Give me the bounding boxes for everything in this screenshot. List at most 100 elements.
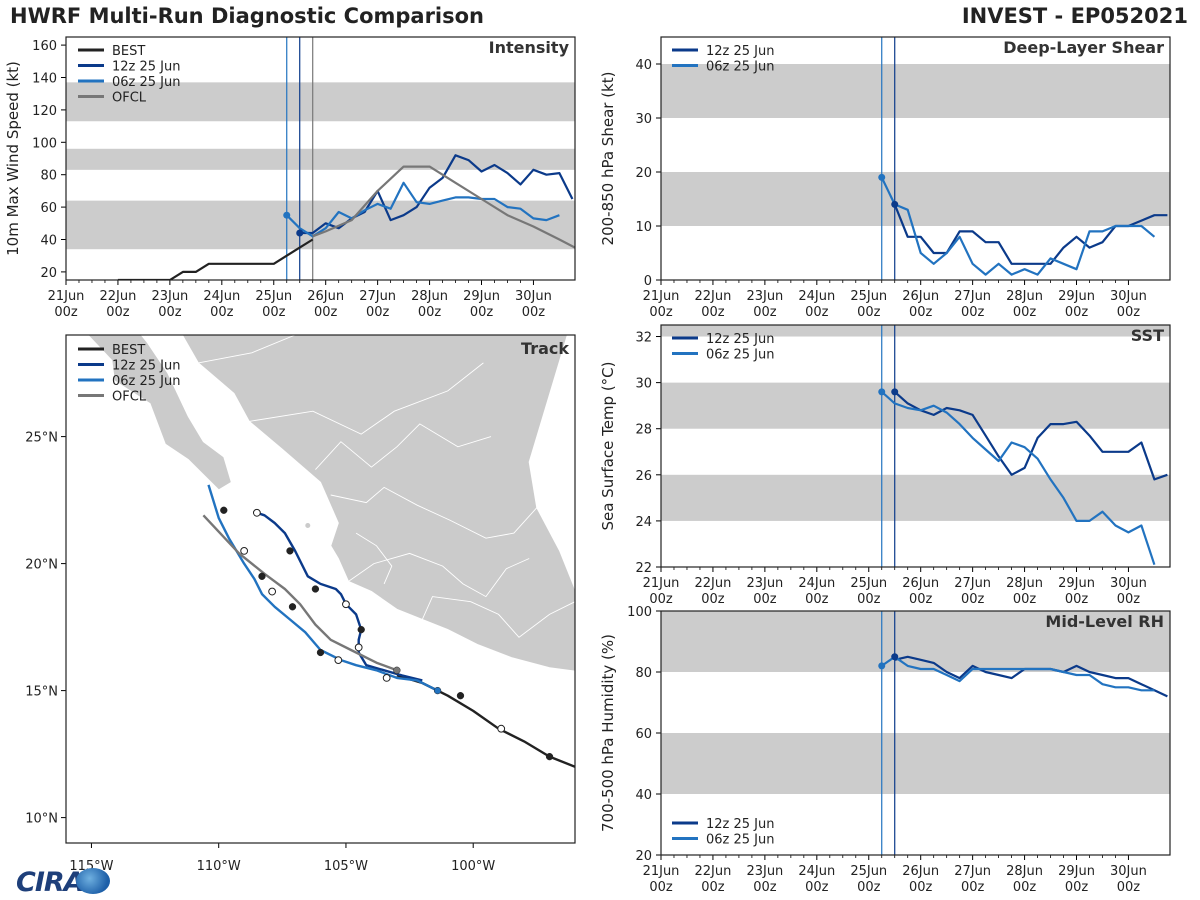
- intensity-x-tick-label-day: 22Jun: [100, 289, 137, 304]
- track-run12z: [256, 511, 423, 682]
- shear-x-tick-label-hour: 00z: [649, 305, 673, 320]
- sst-start-point: [891, 388, 899, 396]
- intensity-x-tick-label-hour: 00z: [470, 305, 494, 320]
- shear-x-tick-label-hour: 00z: [961, 305, 985, 320]
- rh-start-point: [878, 662, 886, 670]
- sst-x-tick-label-day: 24Jun: [798, 576, 835, 591]
- shear-x-tick-label-hour: 00z: [1117, 305, 1141, 320]
- sst-start-point: [878, 388, 886, 396]
- sst-x-tick-label-hour: 00z: [857, 592, 881, 607]
- shear-x-tick-label-day: 25Jun: [850, 289, 887, 304]
- track-position-marker: [220, 506, 228, 514]
- shear-x-tick-label-day: 27Jun: [954, 289, 991, 304]
- sst-panel: 21Jun00z22Jun00z23Jun00z24Jun00z25Jun00z…: [599, 324, 1171, 607]
- track-x-tick-label: 110°W: [197, 859, 241, 874]
- rh-band: [661, 611, 1170, 672]
- track-y-tick-label: 10°N: [25, 812, 58, 827]
- shear-panel: 21Jun00z22Jun00z23Jun00z24Jun00z25Jun00z…: [599, 36, 1171, 320]
- intensity-y-axis-label: 10m Max Wind Speed (kt): [4, 61, 22, 256]
- intensity-band: [66, 148, 575, 170]
- track-position-marker: [334, 656, 343, 665]
- track-legend-label: BEST: [112, 343, 145, 358]
- track-y-tick-label: 20°N: [25, 558, 58, 573]
- rh-y-tick-label: 40: [635, 788, 652, 803]
- track-y-tick-label: 25°N: [25, 431, 58, 446]
- intensity-x-tick-label-day: 27Jun: [359, 289, 396, 304]
- rh-panel: 21Jun00z22Jun00z23Jun00z24Jun00z25Jun00z…: [599, 605, 1171, 895]
- intensity-series-best: [117, 238, 314, 280]
- shear-x-tick-label-hour: 00z: [701, 305, 725, 320]
- rh-series-run06z: [881, 655, 1155, 692]
- track-position-marker: [545, 752, 554, 761]
- shear-band: [661, 64, 1170, 118]
- shear-x-tick-label-day: 30Jun: [1110, 289, 1147, 304]
- sst-x-tick-label-hour: 00z: [753, 592, 777, 607]
- intensity-series-run06z: [285, 181, 560, 238]
- sst-y-tick-label: 28: [635, 423, 652, 438]
- intensity-panel-title: Intensity: [489, 38, 570, 57]
- intensity-y-tick-label: 80: [40, 169, 57, 184]
- shear-panel-title: Deep-Layer Shear: [1003, 38, 1164, 57]
- sst-x-tick-label-hour: 00z: [1117, 592, 1141, 607]
- track-panel: 115°W 110°W 105°W 100°W10°N15°N20°N25°NTrac…: [25, 334, 576, 874]
- rh-band: [661, 733, 1170, 794]
- state-boundary: [249, 362, 484, 435]
- track-ofcl: [202, 514, 398, 672]
- track-legend-label: 06z 25 Jun: [112, 374, 181, 389]
- shear-y-tick-label: 10: [635, 220, 652, 235]
- shear-x-tick-label-day: 23Jun: [746, 289, 783, 304]
- track-frame: [65, 334, 576, 844]
- cira-logo: CIRA: [6, 866, 116, 898]
- cira-logo-text: CIRA: [16, 867, 85, 898]
- shear-legend-label: 12z 25 Jun: [706, 44, 775, 59]
- rh-x-tick-label-hour: 00z: [1013, 880, 1037, 895]
- intensity-x-tick-label-day: 26Jun: [307, 289, 344, 304]
- sst-x-tick-label-day: 23Jun: [746, 576, 783, 591]
- track-position-marker: [240, 547, 249, 555]
- sst-y-tick-label: 24: [635, 515, 652, 530]
- sst-y-axis-label: Sea Surface Temp (°C): [599, 361, 617, 530]
- rh-x-tick-label-hour: 00z: [857, 880, 881, 895]
- mainland-landmass: [181, 335, 575, 672]
- intensity-x-tick-label-hour: 00z: [366, 305, 390, 320]
- intensity-x-tick-label-hour: 00z: [262, 305, 286, 320]
- island: [305, 523, 311, 528]
- rh-x-tick-label-day: 22Jun: [695, 864, 732, 879]
- intensity-legend-label: 06z 25 Jun: [112, 75, 181, 90]
- intensity-legend-label: BEST: [112, 44, 145, 59]
- rh-x-tick-label-hour: 00z: [753, 880, 777, 895]
- shear-x-tick-label-day: 26Jun: [902, 289, 939, 304]
- shear-y-tick-label: 20: [635, 166, 652, 181]
- intensity-x-tick-label-day: 28Jun: [411, 289, 448, 304]
- sst-legend-label: 12z 25 Jun: [706, 332, 775, 347]
- sst-x-tick-label-day: 26Jun: [902, 576, 939, 591]
- rh-x-tick-label-hour: 00z: [961, 880, 985, 895]
- rh-x-tick-label-hour: 00z: [1065, 880, 1089, 895]
- track-legend-label: 12z 25 Jun: [112, 359, 181, 374]
- rh-x-tick-label-day: 26Jun: [902, 864, 939, 879]
- intensity-x-tick-label-hour: 00z: [522, 305, 546, 320]
- shear-y-tick-label: 30: [635, 112, 652, 127]
- sst-x-tick-label-hour: 00z: [961, 592, 985, 607]
- intensity-y-tick-label: 160: [32, 39, 57, 54]
- intensity-y-tick-label: 40: [40, 234, 57, 249]
- sst-x-tick-label-hour: 00z: [805, 592, 829, 607]
- sst-x-tick-label-day: 21Jun: [643, 576, 680, 591]
- rh-x-tick-label-hour: 00z: [805, 880, 829, 895]
- intensity-legend-label: 12z 25 Jun: [112, 60, 181, 75]
- rh-x-tick-label-hour: 00z: [909, 880, 933, 895]
- shear-start-point: [878, 173, 886, 181]
- track-position-marker: [342, 600, 350, 609]
- page-title: HWRF Multi-Run Diagnostic Comparison: [10, 4, 485, 28]
- sst-x-tick-label-hour: 00z: [701, 592, 725, 607]
- shear-x-tick-label-hour: 00z: [909, 305, 933, 320]
- shear-x-tick-label-day: 28Jun: [1006, 289, 1043, 304]
- sst-y-tick-label: 30: [635, 377, 652, 392]
- sst-x-tick-label-day: 25Jun: [850, 576, 887, 591]
- shear-y-tick-label: 40: [635, 58, 652, 73]
- sst-x-tick-label-day: 28Jun: [1006, 576, 1043, 591]
- sst-legend-label: 06z 25 Jun: [706, 348, 775, 363]
- state-boundary: [198, 335, 296, 364]
- sst-band: [661, 474, 1170, 521]
